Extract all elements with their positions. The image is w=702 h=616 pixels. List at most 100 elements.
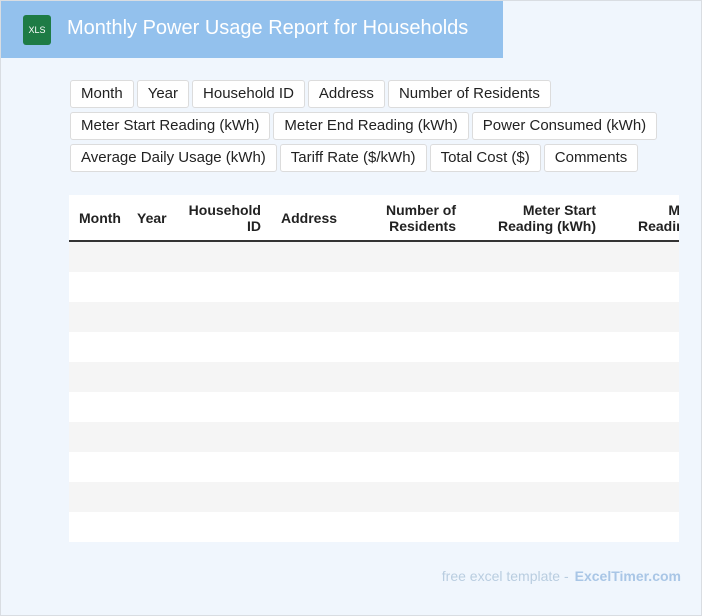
table-row <box>69 241 679 272</box>
table-cell <box>371 422 466 452</box>
table-cell <box>171 332 271 362</box>
column-tag[interactable]: Meter Start Reading (kWh) <box>70 112 271 140</box>
table-cell <box>466 241 606 272</box>
table-cell <box>127 332 171 362</box>
table-row <box>69 332 679 362</box>
table-cell <box>371 302 466 332</box>
table-cell <box>466 332 606 362</box>
header: XLS Monthly Power Usage Report for House… <box>1 1 503 58</box>
table-cell <box>606 332 679 362</box>
table-row <box>69 392 679 422</box>
table-cell <box>271 272 371 302</box>
table-cell <box>69 512 127 542</box>
table-cell <box>171 241 271 272</box>
table-cell <box>606 362 679 392</box>
column-header: Address <box>271 195 371 242</box>
table-cell <box>271 302 371 332</box>
column-tag[interactable]: Meter End Reading (kWh) <box>273 112 469 140</box>
column-header: Number of Residents <box>371 195 466 242</box>
table-cell <box>371 452 466 482</box>
table-cell <box>69 452 127 482</box>
table-cell <box>271 482 371 512</box>
column-tag[interactable]: Total Cost ($) <box>429 144 541 172</box>
footer-link[interactable]: ExcelTimer.com <box>574 568 681 584</box>
table-row <box>69 422 679 452</box>
table-cell <box>171 362 271 392</box>
table-body <box>69 241 679 542</box>
table-row <box>69 272 679 302</box>
table-cell <box>271 362 371 392</box>
table-cell <box>127 362 171 392</box>
column-tag[interactable]: Address <box>307 80 385 108</box>
table-cell <box>371 482 466 512</box>
data-table: Month Year Household ID Address Number of Re… <box>69 195 679 542</box>
table-cell <box>606 392 679 422</box>
table-cell <box>69 392 127 422</box>
column-tag[interactable]: Comments <box>543 144 639 172</box>
table-cell <box>127 422 171 452</box>
table-cell <box>127 241 171 272</box>
table-cell <box>69 332 127 362</box>
table-row <box>69 452 679 482</box>
table-cell <box>271 422 371 452</box>
column-header: Month <box>69 195 127 242</box>
table-cell <box>69 422 127 452</box>
column-header: Year <box>127 195 171 242</box>
column-tag[interactable]: Month <box>70 80 134 108</box>
table-cell <box>466 422 606 452</box>
table-cell <box>127 272 171 302</box>
column-tag[interactable]: Power Consumed (kWh) <box>471 112 658 140</box>
column-tag[interactable]: Year <box>136 80 190 108</box>
table-cell <box>606 422 679 452</box>
table-cell <box>371 362 466 392</box>
table-cell <box>69 272 127 302</box>
column-header: Meter Start Reading (kWh) <box>466 195 606 242</box>
column-tag[interactable]: Number of Residents <box>387 80 551 108</box>
table-cell <box>171 422 271 452</box>
column-tag[interactable]: Household ID <box>192 80 305 108</box>
table-cell <box>606 482 679 512</box>
page-title: Monthly Power Usage Report for Household… <box>67 17 469 39</box>
table-cell <box>606 452 679 482</box>
column-header: Meter End Reading (kWh) <box>606 195 679 242</box>
table-cell <box>466 392 606 422</box>
table-cell <box>69 241 127 272</box>
table-row <box>69 512 679 542</box>
table-cell <box>371 512 466 542</box>
table-cell <box>171 392 271 422</box>
table-cell <box>371 272 466 302</box>
table-cell <box>69 362 127 392</box>
column-tags: Month Year Household ID Address Number of Re… <box>70 80 670 176</box>
header-row: Month Year Household ID Address Number of Re… <box>69 195 679 242</box>
table-cell <box>171 482 271 512</box>
table-cell <box>466 302 606 332</box>
table-cell <box>127 302 171 332</box>
table-cell <box>171 452 271 482</box>
table-cell <box>466 272 606 302</box>
file-icon: XLS <box>23 15 51 45</box>
table-cell <box>271 452 371 482</box>
table-cell <box>606 272 679 302</box>
table-cell <box>466 362 606 392</box>
table-row <box>69 482 679 512</box>
table-cell <box>466 512 606 542</box>
table-cell <box>69 482 127 512</box>
table-cell <box>606 241 679 272</box>
table-row <box>69 302 679 332</box>
table-cell <box>127 482 171 512</box>
table-container: Month Year Household ID Address Number of Re… <box>69 195 679 542</box>
table-cell <box>466 452 606 482</box>
table-cell <box>171 272 271 302</box>
column-tag[interactable]: Tariff Rate ($/kWh) <box>279 144 427 172</box>
column-header: Household ID <box>171 195 271 242</box>
column-tag[interactable]: Average Daily Usage (kWh) <box>70 144 277 172</box>
table-cell <box>606 302 679 332</box>
footer: free excel template - ExcelTimer.com <box>442 568 681 584</box>
table-cell <box>171 512 271 542</box>
table-cell <box>127 392 171 422</box>
table-cell <box>127 512 171 542</box>
table-cell <box>371 241 466 272</box>
table-cell <box>271 241 371 272</box>
table-cell <box>466 482 606 512</box>
